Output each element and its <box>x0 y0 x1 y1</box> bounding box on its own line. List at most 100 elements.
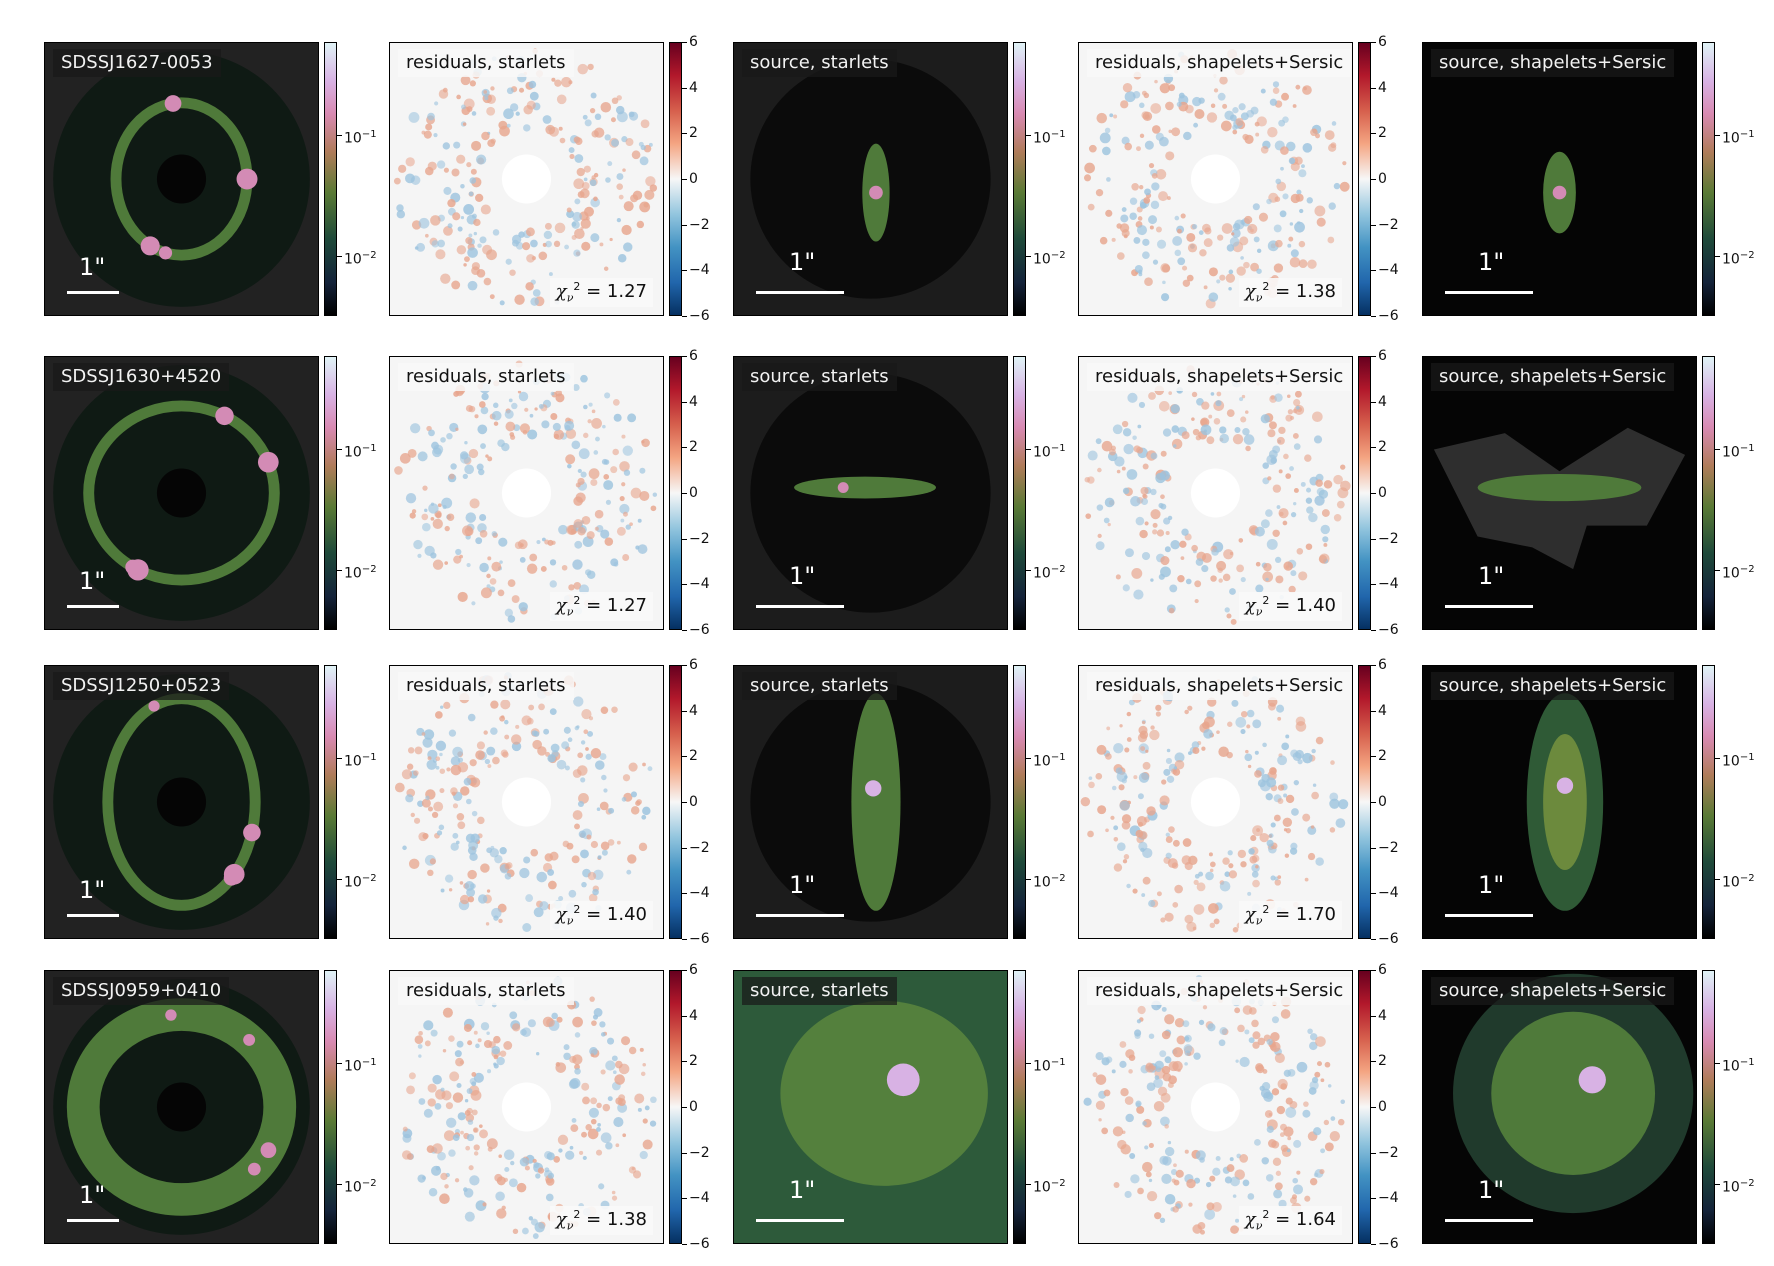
colorbar-tick-mark <box>1371 630 1376 631</box>
colorbar-tick-label: −2 <box>1378 839 1399 856</box>
colorbar-log <box>1702 665 1715 939</box>
colorbar-log <box>1013 665 1026 939</box>
colorbar-tick-label: −4 <box>1378 885 1399 902</box>
residual-starlets-panel: residuals, starlets χν2 = 1.38 <box>389 970 664 1244</box>
colorbar-tick-label: 10−1 <box>344 443 377 461</box>
scale-bar <box>756 605 844 608</box>
colorbar-tick-mark <box>1371 970 1376 971</box>
colorbar-tick-label: 10−2 <box>344 872 377 891</box>
lens-image <box>45 666 318 938</box>
colorbar-tick-label: 10−1 <box>1033 129 1066 147</box>
colorbar-tick-label: 2 <box>689 125 698 142</box>
colorbar-tick-mark <box>682 1198 687 1200</box>
colorbar-tick-label: 6 <box>689 348 698 364</box>
colorbar-tick-mark <box>337 569 342 571</box>
source-shapelets-label: source, shapelets+Sersic <box>1431 49 1675 77</box>
colorbar-tick-label: 6 <box>1378 34 1387 50</box>
colorbar-tick-mark <box>1371 401 1376 403</box>
source-image <box>1423 357 1696 629</box>
colorbar-tick-mark <box>1715 449 1720 451</box>
lens-image <box>45 357 318 629</box>
colorbar-tick-label: −2 <box>689 1144 710 1161</box>
colorbar-tick-label: 10−1 <box>1033 752 1066 770</box>
colorbar-tick-label: 10−2 <box>344 1177 377 1196</box>
colorbar-residual <box>669 970 682 1244</box>
source-image <box>734 43 1007 315</box>
colorbar-tick-label: 10−1 <box>344 752 377 770</box>
source-image <box>1423 971 1696 1243</box>
colorbar-tick-label: 0 <box>1378 171 1387 187</box>
colorbar-log <box>1013 356 1026 630</box>
colorbar-tick-mark <box>1026 1063 1031 1065</box>
source-starlets-label: source, starlets <box>742 49 897 77</box>
colorbar-tick-mark <box>1715 135 1720 137</box>
colorbar-residual <box>669 42 682 316</box>
colorbar-tick-label: 10−1 <box>1722 443 1755 461</box>
lens-data-panel: SDSSJ1250+0523 1" <box>44 665 319 939</box>
colorbar-tick-mark <box>1371 710 1376 712</box>
colorbar-tick-label: 10−2 <box>344 249 377 268</box>
lens-image <box>45 971 318 1243</box>
colorbar-tick-label: 6 <box>689 962 698 978</box>
scale-bar <box>756 914 844 917</box>
scale-label: 1" <box>789 1176 816 1204</box>
colorbar-tick-mark <box>337 1063 342 1065</box>
colorbar-tick-mark <box>682 42 687 43</box>
colorbar-tick-label: −2 <box>689 216 710 233</box>
colorbar-tick-label: −6 <box>689 931 710 947</box>
colorbar-tick-mark <box>1371 538 1376 540</box>
scale-bar <box>67 291 119 294</box>
colorbar-tick-mark <box>682 893 687 895</box>
scale-label: 1" <box>79 876 106 904</box>
colorbar-tick-mark <box>682 224 687 226</box>
colorbar-tick-mark <box>682 802 687 803</box>
colorbar-tick-label: 2 <box>689 748 698 765</box>
colorbar-tick-mark <box>1026 878 1031 880</box>
colorbar-tick-label: 4 <box>1378 79 1387 96</box>
colorbar-tick-mark <box>1371 224 1376 226</box>
residual-image <box>390 666 663 938</box>
source-starlets-label: source, starlets <box>742 977 897 1005</box>
colorbar-tick-label: −2 <box>1378 216 1399 233</box>
colorbar-tick-label: −4 <box>689 576 710 593</box>
colorbar-log <box>324 665 337 939</box>
colorbar-tick-label: 10−1 <box>1033 443 1066 461</box>
colorbar-tick-label: −2 <box>689 530 710 547</box>
colorbar-tick-mark <box>682 970 687 971</box>
scale-bar <box>756 291 844 294</box>
colorbar-tick-label: 10−2 <box>1722 872 1755 891</box>
source-starlets-panel: source, starlets 1" <box>733 665 1008 939</box>
colorbar-residual <box>1358 42 1371 316</box>
colorbar-log <box>324 970 337 1244</box>
lens-data-panel: SDSSJ0959+0410 1" <box>44 970 319 1244</box>
colorbar-tick-mark <box>1371 1198 1376 1200</box>
colorbar-tick-mark <box>1371 316 1376 317</box>
lens-data-panel: SDSSJ1630+4520 1" <box>44 356 319 630</box>
colorbar-tick-label: −4 <box>1378 262 1399 279</box>
residual-starlets-label: residuals, starlets <box>398 672 574 700</box>
colorbar-tick-label: −2 <box>689 839 710 856</box>
colorbar-tick-label: 0 <box>1378 1099 1387 1115</box>
colorbar-tick-mark <box>1371 1152 1376 1154</box>
colorbar-tick-mark <box>1715 758 1720 760</box>
colorbar-tick-label: 2 <box>1378 1053 1387 1070</box>
colorbar-tick-label: 6 <box>1378 962 1387 978</box>
colorbar-tick-label: −4 <box>1378 1190 1399 1207</box>
colorbar-residual <box>1358 356 1371 630</box>
residual-starlets-label: residuals, starlets <box>398 363 574 391</box>
colorbar-tick-label: 4 <box>689 393 698 410</box>
colorbar-tick-label: 6 <box>1378 657 1387 673</box>
colorbar-log <box>1702 970 1715 1244</box>
colorbar-tick-mark <box>682 87 687 89</box>
source-starlets-panel: source, starlets 1" <box>733 356 1008 630</box>
chi2-starlets: χν2 = 1.40 <box>549 901 653 930</box>
colorbar-tick-label: 10−1 <box>1722 129 1755 147</box>
chi2-shapelets: χν2 = 1.70 <box>1238 901 1342 930</box>
source-image <box>1423 43 1696 315</box>
colorbar-tick-mark <box>1371 1015 1376 1017</box>
colorbar-tick-label: 10−1 <box>1033 1057 1066 1075</box>
colorbar-tick-label: 10−2 <box>1722 563 1755 582</box>
residual-starlets-panel: residuals, starlets χν2 = 1.40 <box>389 665 664 939</box>
chi2-starlets: χν2 = 1.27 <box>549 592 653 621</box>
colorbar-tick-mark <box>1371 447 1376 449</box>
